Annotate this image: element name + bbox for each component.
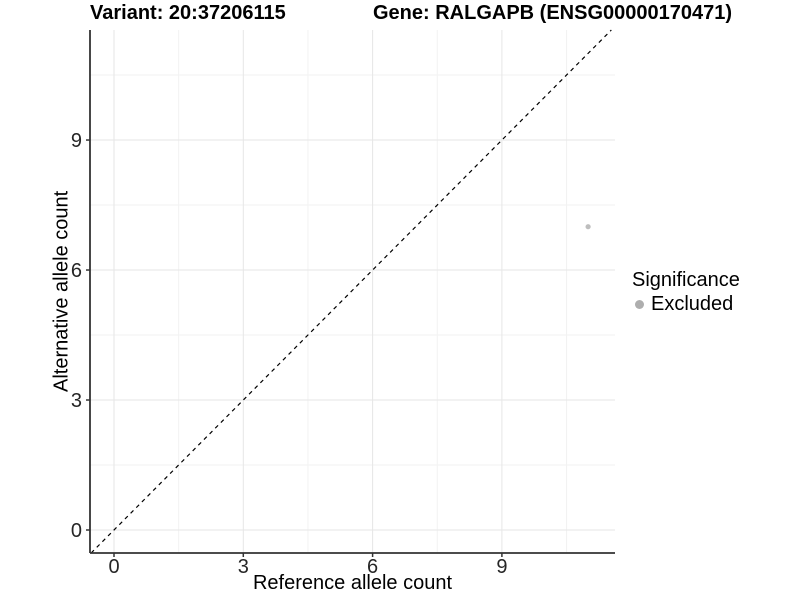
x-axis-title: Reference allele count [252, 572, 452, 594]
y-tick-label: 9 [71, 130, 82, 152]
x-tick-label: 9 [496, 556, 507, 578]
gene-title: Gene: RALGAPB (ENSG00000170471) [373, 2, 733, 24]
legend-title: Significance [632, 269, 740, 291]
legend-item-excluded: Excluded [632, 292, 740, 316]
y-tick-label: 0 [71, 520, 82, 542]
x-tick-label: 0 [108, 556, 119, 578]
x-tick-label: 3 [238, 556, 249, 578]
legend-item-label: Excluded [651, 293, 734, 315]
y-tick-label: 3 [71, 390, 82, 412]
excluded-dot-icon [635, 299, 644, 309]
y-axis-title: Alternative allele count [50, 190, 73, 393]
data-point [585, 224, 591, 230]
variant-title: Variant: 20:37206115 [90, 2, 286, 24]
identity-line [90, 29, 612, 554]
legend: Significance Excluded [632, 268, 740, 316]
y-tick-label: 6 [71, 260, 82, 282]
x-tick-label: 6 [367, 556, 378, 578]
